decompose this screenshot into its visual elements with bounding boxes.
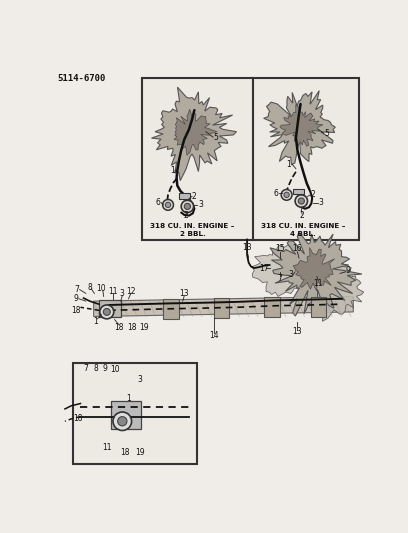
- Text: 15: 15: [275, 244, 285, 253]
- Bar: [264, 297, 279, 317]
- Text: 318 CU. IN. ENGINE –
2 BBL.: 318 CU. IN. ENGINE – 2 BBL.: [150, 223, 235, 237]
- Circle shape: [281, 189, 292, 200]
- Text: 3: 3: [137, 375, 142, 384]
- Text: 2: 2: [310, 190, 315, 199]
- Text: 1: 1: [286, 159, 291, 168]
- Bar: [73, 363, 197, 464]
- Text: 3: 3: [198, 200, 203, 209]
- Circle shape: [113, 412, 132, 431]
- Text: 7: 7: [84, 365, 88, 374]
- Polygon shape: [293, 247, 335, 291]
- Text: 19: 19: [135, 448, 145, 457]
- Text: 14: 14: [209, 330, 219, 340]
- Bar: [142, 78, 359, 239]
- Circle shape: [118, 417, 127, 426]
- Text: 1: 1: [126, 394, 131, 403]
- Text: 11: 11: [108, 287, 118, 296]
- Text: 18: 18: [71, 306, 80, 315]
- Text: 19: 19: [139, 323, 149, 332]
- Polygon shape: [264, 91, 335, 165]
- Text: 11: 11: [102, 443, 111, 452]
- Text: 2: 2: [184, 211, 188, 220]
- Circle shape: [163, 199, 173, 210]
- Bar: [99, 300, 121, 317]
- Text: 9: 9: [346, 266, 350, 275]
- Text: 9: 9: [73, 294, 78, 303]
- Text: 1: 1: [170, 166, 175, 175]
- Text: 8: 8: [93, 365, 98, 374]
- Text: 318 CU. IN. ENGINE –
4 BBL.: 318 CU. IN. ENGINE – 4 BBL.: [261, 223, 346, 237]
- Text: 6: 6: [273, 189, 278, 198]
- Text: 3: 3: [289, 270, 294, 279]
- Polygon shape: [151, 87, 237, 181]
- Text: 5114-6700: 5114-6700: [57, 74, 106, 83]
- Text: 3: 3: [120, 289, 125, 298]
- Circle shape: [295, 195, 308, 207]
- Polygon shape: [309, 259, 364, 321]
- Polygon shape: [270, 232, 362, 316]
- Text: 12: 12: [126, 287, 135, 296]
- Circle shape: [103, 309, 110, 316]
- Bar: [310, 296, 326, 317]
- Text: 7: 7: [74, 285, 79, 294]
- Text: 5: 5: [324, 129, 329, 138]
- Text: 10: 10: [97, 284, 106, 293]
- Text: 18: 18: [128, 323, 137, 332]
- Text: 18: 18: [73, 414, 83, 423]
- Text: 6: 6: [155, 198, 160, 207]
- Bar: [111, 401, 141, 429]
- Text: 18: 18: [120, 448, 129, 457]
- Text: 9: 9: [103, 365, 108, 374]
- Text: 17: 17: [259, 263, 269, 272]
- Text: 18: 18: [115, 323, 124, 332]
- Text: 11: 11: [314, 279, 323, 288]
- Polygon shape: [252, 245, 306, 296]
- Text: 2: 2: [192, 192, 197, 201]
- Text: 13: 13: [242, 243, 252, 252]
- Circle shape: [184, 203, 191, 209]
- Circle shape: [165, 202, 171, 207]
- Polygon shape: [174, 109, 217, 155]
- Bar: [163, 299, 179, 319]
- Text: 2: 2: [300, 211, 304, 220]
- Bar: [214, 298, 229, 318]
- Text: 10: 10: [111, 365, 120, 374]
- Polygon shape: [93, 296, 353, 317]
- Text: 13: 13: [293, 327, 302, 336]
- Text: 5: 5: [214, 133, 219, 142]
- Circle shape: [298, 198, 304, 204]
- Circle shape: [100, 305, 114, 319]
- Circle shape: [181, 200, 194, 213]
- Text: 3: 3: [318, 198, 323, 207]
- Bar: [293, 189, 304, 194]
- Circle shape: [284, 192, 289, 198]
- Text: 7: 7: [277, 273, 282, 282]
- Polygon shape: [280, 104, 323, 147]
- Text: 8: 8: [87, 283, 92, 292]
- Text: 16: 16: [293, 244, 302, 253]
- Text: 13: 13: [180, 289, 189, 298]
- Text: 1: 1: [93, 317, 98, 326]
- Bar: [179, 193, 190, 199]
